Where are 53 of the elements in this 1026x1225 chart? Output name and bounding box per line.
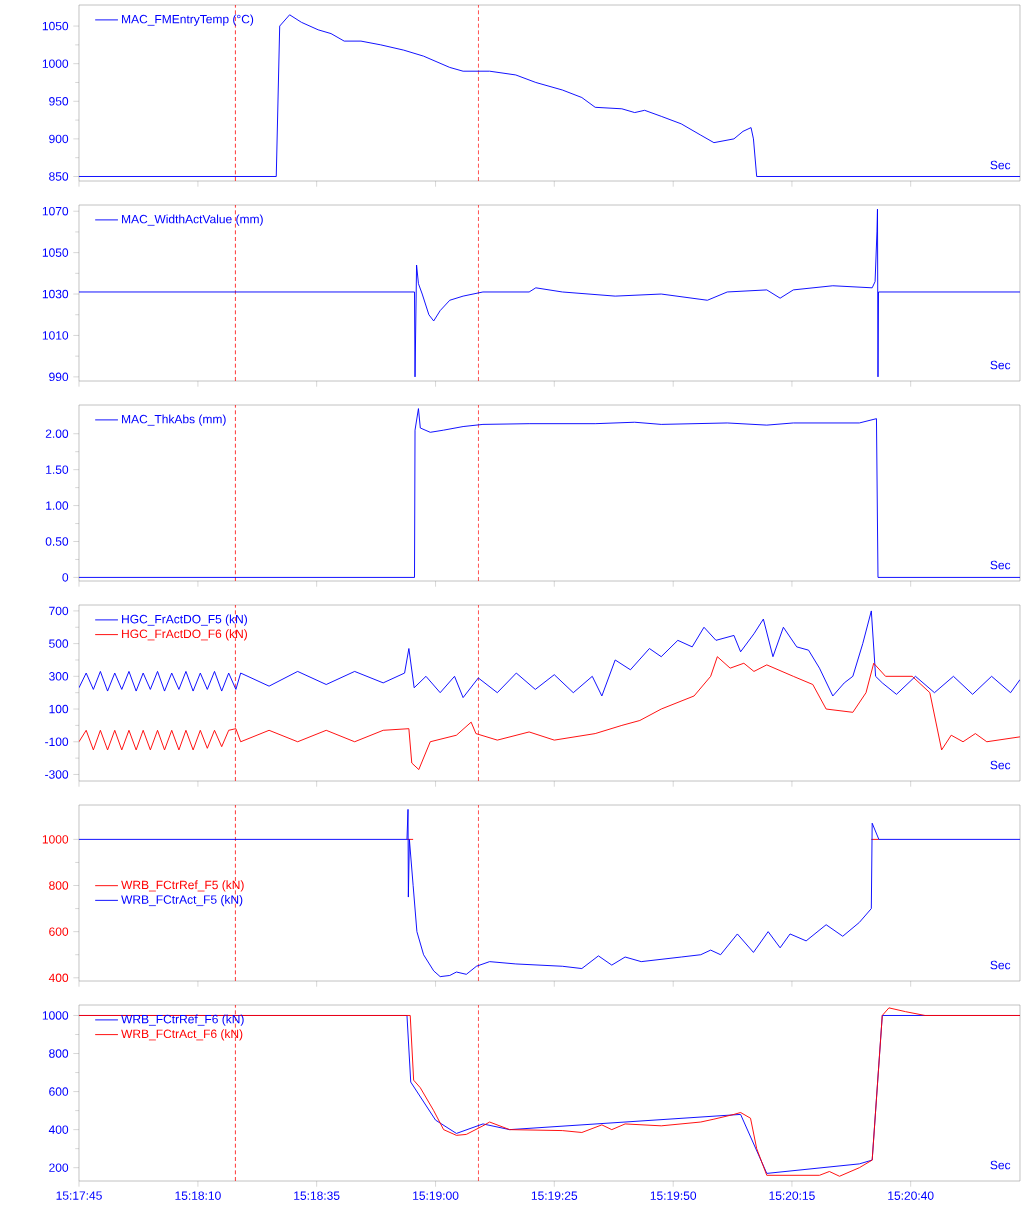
x-tick-label: 15:20:40 [888,1191,934,1200]
annotation: Sec [990,160,1011,170]
legend-label: WRB_FCtrAct_F6 (kN) [121,1029,243,1041]
y-tick-label: 1070 [42,206,69,216]
y-tick-label: 1030 [42,289,69,299]
annotation: Sec [990,960,1011,970]
y-tick-label: 300 [49,672,69,681]
legend-label: HGC_FrActDO_F5 (kN) [122,614,247,626]
legend-label: HGC_FrActDO_F6 (kN) [122,629,247,641]
y-tick-label: 800 [49,881,69,890]
y-tick-label: 990 [49,372,69,382]
y-tick-label: 400 [48,973,69,983]
y-tick-label: 900 [49,134,69,144]
x-tick-label: 15:19:50 [650,1191,697,1200]
y-tick-label: 950 [49,97,69,106]
x-tick-label: 15:18:10 [175,1191,221,1200]
y-tick-label: 1000 [42,59,69,68]
x-tick-label: 15:18:35 [294,1191,340,1200]
y-tick-label: 1050 [42,21,69,31]
y-tick-label: 1000 [42,1011,69,1020]
y-tick-label: -300 [45,770,69,779]
x-tick-label: 15:20:15 [769,1191,815,1200]
legend-label: MAC_ThkAbs (mm) [122,414,226,426]
y-tick-label: 400 [48,1125,69,1134]
y-tick-label: 600 [49,927,69,936]
y-tick-label: 100 [49,704,69,714]
y-tick-label: 0.50 [45,537,69,546]
annotation: Sec [990,560,1011,570]
y-tick-label: 200 [49,1163,69,1172]
y-tick-label: 1.50 [46,465,69,474]
y-tick-label: 700 [49,606,69,616]
y-tick-label: 0 [62,573,69,582]
y-tick-label: 1.00 [46,501,69,510]
legend-label: WRB_FCtrRef_F6 (kN) [121,1014,244,1026]
annotation: Sec [990,1160,1011,1170]
x-tick-label: 15:19:25 [531,1191,578,1200]
y-tick-label: 850 [49,172,69,181]
legend-label: WRB_FCtrRef_F5 (kN) [121,880,244,892]
y-tick-label: 1000 [42,835,69,844]
legend-label: WRB_FCtrAct_F5 (kN) [121,895,243,907]
legend-label: MAC_FMEntryTemp (°C) [122,14,254,26]
x-tick-label: 15:19:00 [413,1191,459,1200]
y-tick-label: 1010 [42,331,69,340]
annotation: Sec [990,360,1011,370]
y-tick-label: 600 [49,1087,69,1096]
legend-label: MAC_WidthActValue (mm) [122,214,263,226]
annotation: Sec [990,760,1011,770]
y-tick-label: 1050 [42,248,69,257]
y-tick-label: -100 [45,737,69,747]
y-tick-label: 500 [49,639,69,648]
y-tick-label: 2.00 [45,429,69,438]
x-tick-label: 15:17:45 [56,1191,102,1200]
y-tick-label: 800 [49,1049,69,1058]
